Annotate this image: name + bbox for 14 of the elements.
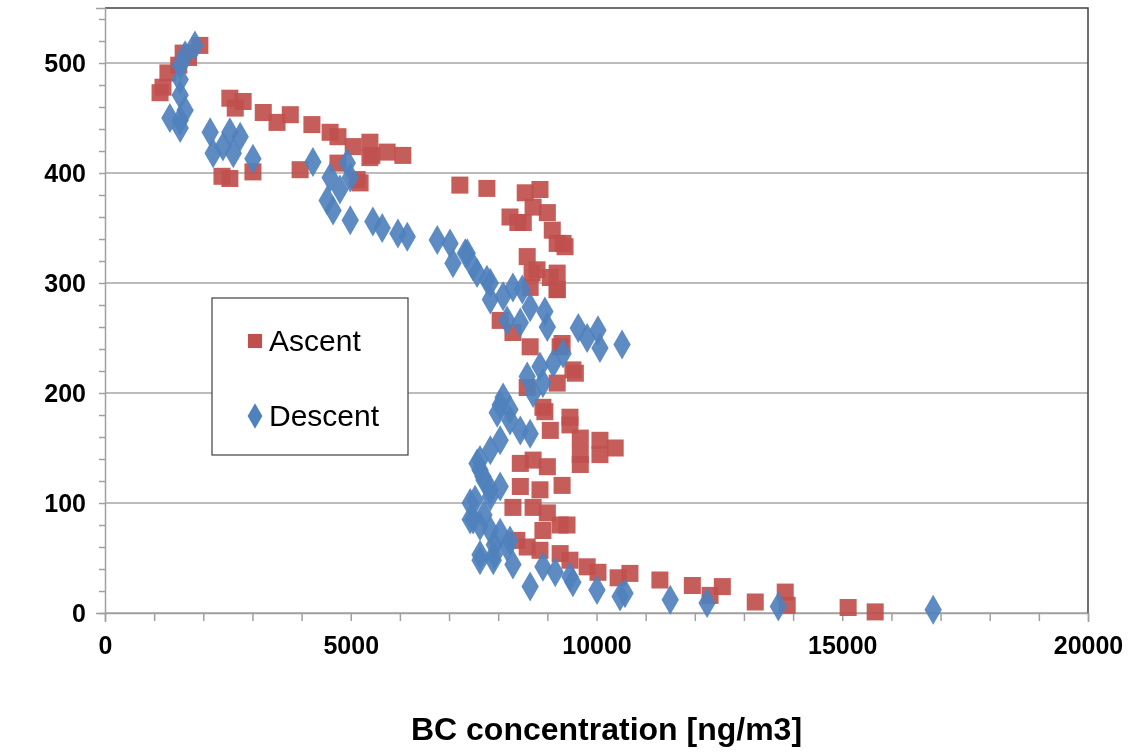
x-tick-label: 15000 xyxy=(807,630,878,659)
y-tick-label: 100 xyxy=(44,488,86,517)
x-tick-label: 5000 xyxy=(323,630,380,659)
legend-label: Ascent xyxy=(269,324,362,357)
legend-label: Descent xyxy=(269,399,380,432)
x-tick-label: 10000 xyxy=(562,630,632,659)
x-axis-title: BC concentration [ng/m3] xyxy=(410,711,803,747)
y-tick-label: 200 xyxy=(44,378,86,407)
x-tick-label: 20000 xyxy=(1053,630,1124,659)
y-tick-label: 400 xyxy=(44,158,86,187)
y-tick-label: 0 xyxy=(72,598,86,627)
x-tick-label: 0 xyxy=(98,630,113,659)
y-tick-label: 500 xyxy=(44,48,86,77)
y-tick-label: 300 xyxy=(44,268,86,297)
